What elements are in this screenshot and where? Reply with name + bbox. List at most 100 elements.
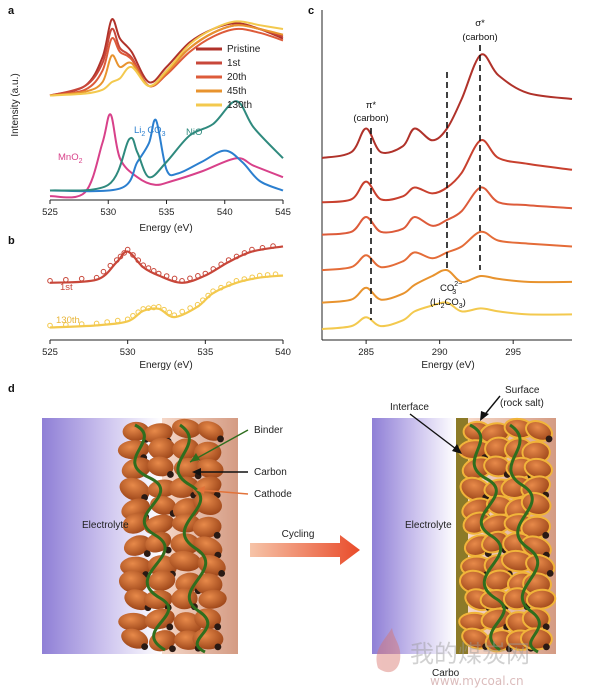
panel-c-label: c <box>308 5 314 17</box>
label-b-1st: 1st <box>60 282 73 293</box>
cathode-particle <box>170 533 200 555</box>
watermark-url: www.mycoal.cn <box>430 674 524 688</box>
data-point <box>78 275 85 282</box>
cathode-particle <box>197 421 224 441</box>
data-point <box>124 246 131 253</box>
watermark: 我的煤炭网 www.mycoal.cn <box>376 628 530 688</box>
label-surface: Surface <box>505 385 540 396</box>
binder-strand-right-2 <box>509 423 541 654</box>
schematic-before: Electrolyte Binder Carbon Cathode <box>42 418 292 654</box>
panel-a-legend: Pristine 1st 20th 45th 130th <box>196 44 261 111</box>
panel-a-label: a <box>8 5 15 17</box>
label-rock-salt: (rock salt) <box>500 398 544 409</box>
data-point <box>145 265 152 271</box>
cycling-arrow <box>250 535 360 565</box>
tick-label: 540 <box>275 347 291 358</box>
panel-c-lines <box>321 53 573 331</box>
cathode-particle <box>148 570 176 591</box>
panel-b-lines <box>47 243 284 329</box>
data-point <box>202 270 209 277</box>
arrow-carbon-head <box>192 468 201 476</box>
arrow-interface <box>409 413 461 453</box>
series-line-trace-5 <box>321 268 573 304</box>
cathode-particle <box>169 550 201 572</box>
label-interface: Interface <box>390 402 429 413</box>
panel-b-ticks: 525 530 535 540 <box>42 340 291 358</box>
data-point <box>161 306 167 313</box>
data-point <box>155 270 162 277</box>
data-point <box>100 268 107 275</box>
data-point <box>233 253 240 260</box>
panel-b-label: b <box>8 235 15 247</box>
carbon-particle <box>143 550 151 557</box>
legend-entry: 1st <box>227 58 241 69</box>
series-line-pristine <box>49 18 284 97</box>
cathode-particle <box>118 570 148 593</box>
data-point <box>171 312 178 318</box>
series-line-trace-3 <box>321 186 573 236</box>
data-point <box>195 273 201 279</box>
data-point <box>63 276 69 283</box>
cathode-particle <box>194 573 223 595</box>
cathode-particle <box>192 628 224 650</box>
cathode-particle <box>192 516 222 538</box>
label-cycling: Cycling <box>282 529 315 540</box>
cathode-particle <box>175 572 202 593</box>
cathode-particle <box>198 589 227 609</box>
cathode-particle <box>168 476 199 498</box>
data-point <box>130 252 136 258</box>
tick-label: 545 <box>275 207 291 218</box>
data-point <box>107 262 114 269</box>
label-co3: CO2− 3 <box>440 281 462 296</box>
data-point <box>210 288 216 295</box>
data-point <box>249 246 255 253</box>
label-li2co3: Li2 CO3 <box>134 125 166 138</box>
tick-label: 535 <box>159 207 175 218</box>
cathode-particle <box>122 512 150 534</box>
cathode-particle <box>144 514 175 535</box>
series-line-mno2 <box>49 113 284 199</box>
panel-c-xlabel: Energy (eV) <box>421 360 474 371</box>
cathode-particle <box>147 479 177 498</box>
data-point <box>270 243 276 249</box>
data-point <box>241 276 248 282</box>
data-point <box>117 253 124 260</box>
panel-c-ticks: 285 290 295 <box>358 340 521 358</box>
cathode-particle <box>148 630 176 652</box>
data-point <box>150 268 157 274</box>
data-point <box>104 319 110 325</box>
label-carbon-right: Carbo <box>432 668 460 679</box>
data-point <box>166 309 173 316</box>
data-point <box>233 278 240 284</box>
panel-a-ylabel: Intensity (a.u.) <box>10 73 21 136</box>
label-sigma-carbon: (carbon) <box>462 32 497 43</box>
cathode-particle <box>196 458 224 479</box>
particles-right <box>457 417 557 653</box>
carbon-particle <box>141 643 149 651</box>
arrow-interface-head <box>452 444 462 454</box>
data-point <box>124 316 131 323</box>
data-point <box>140 306 146 312</box>
carbon-particle <box>542 531 550 539</box>
label-pi-carbon: (carbon) <box>353 113 388 124</box>
tick-label: 530 <box>100 207 116 218</box>
label-electrolyte-left: Electrolyte <box>82 520 129 531</box>
data-point <box>259 245 266 251</box>
data-point <box>187 305 193 311</box>
data-point <box>210 266 217 272</box>
cathode-particle <box>147 456 174 477</box>
panel-a-ticks: 525 530 535 540 545 <box>42 200 291 218</box>
binder-strand-left-2 <box>176 423 210 654</box>
arrow-binder <box>189 429 249 463</box>
label-nio: NiO <box>186 127 202 138</box>
label-cathode: Cathode <box>254 489 292 500</box>
label-mno2: MnO2 <box>58 152 83 165</box>
data-point <box>179 278 185 284</box>
legend-entry: 20th <box>227 72 246 83</box>
data-point <box>226 281 232 287</box>
data-point <box>47 278 53 284</box>
series-line-li2co3 <box>49 118 284 193</box>
data-point <box>194 301 201 308</box>
data-point <box>272 271 279 277</box>
